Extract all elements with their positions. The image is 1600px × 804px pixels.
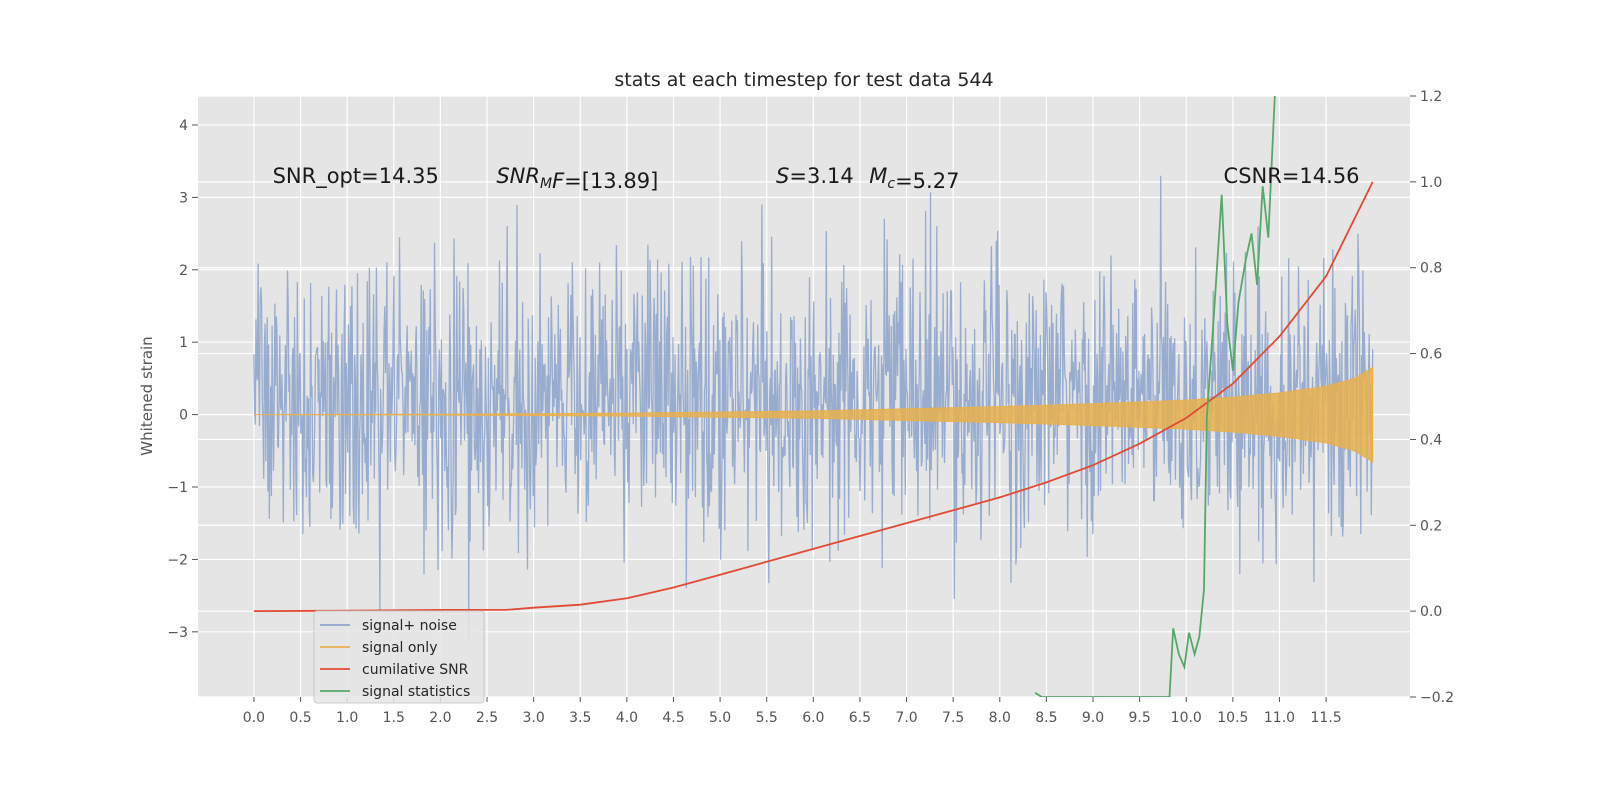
y2-tick-label: 1.2 — [1420, 89, 1442, 105]
y-tick-label: 2 — [179, 263, 188, 279]
y-tick-label: −1 — [167, 480, 188, 496]
y2-tick-label: −0.2 — [1420, 690, 1454, 706]
y2-tick-label: 1.0 — [1420, 175, 1442, 191]
x-tick-label: 8.5 — [1035, 710, 1057, 726]
annotations: SNR_opt=14.35 SNRMF=[13.89] S=3.14 Mc=5.27 C… — [273, 164, 1360, 193]
y-tick-label: 1 — [179, 335, 188, 351]
signal-only-series — [253, 366, 1374, 463]
x-tick-label: 5.0 — [709, 710, 731, 726]
x-tick-label: 5.5 — [756, 710, 778, 726]
annotation-part: M — [869, 164, 887, 188]
x-tick-label: 4.5 — [662, 710, 684, 726]
signal-only-area — [253, 366, 1374, 463]
x-tick-label: 2.5 — [476, 710, 498, 726]
y2-tick-label: 0.8 — [1420, 261, 1442, 277]
y2-tick-label: 0.2 — [1420, 518, 1442, 534]
x-tick-label: 6.5 — [849, 710, 871, 726]
legend-box — [313, 610, 485, 704]
x-tick-label: 6.0 — [802, 710, 824, 726]
x-axis-ticks: 0.0 0.5 1.0 1.5 2.0 2.5 3.0 3.5 4.0 4.5 5.0 5.5 6.0 6… — [243, 697, 1342, 726]
x-tick-label: 3.0 — [522, 710, 544, 726]
annotation-text: SNRMF=[13.89] — [496, 164, 658, 193]
x-tick-label: 10.0 — [1171, 710, 1202, 726]
annotation-text: CSNR=14.56 — [1224, 164, 1360, 188]
x-tick-label: 3.5 — [569, 710, 591, 726]
y-axis-ticks: −3 −2 −1 0 1 2 3 4 — [167, 118, 198, 641]
annotation-part: c — [887, 176, 895, 192]
signal-statistics-series — [1034, 96, 1276, 697]
x-tick-label: 8.0 — [989, 710, 1011, 726]
x-tick-label: 2.0 — [429, 710, 451, 726]
y-tick-label: 0 — [179, 408, 188, 424]
annotation-part: F — [552, 169, 565, 193]
x-tick-label: 9.0 — [1082, 710, 1104, 726]
y-tick-label: 4 — [179, 118, 188, 134]
annotation-part: M — [540, 176, 552, 192]
x-tick-label: 4.0 — [616, 710, 638, 726]
annotation-part: SNR_opt=14.35 — [273, 164, 439, 189]
annotation-text: SNR_opt=14.35 — [273, 164, 439, 189]
cumulative-snr-line — [253, 181, 1374, 612]
legend-label: signal statistics — [362, 684, 470, 700]
annotation-part: =[13.89] — [564, 169, 658, 193]
x-tick-label: 7.0 — [895, 710, 917, 726]
cumulative-snr-series — [253, 181, 1374, 612]
y2-tick-label: 0.6 — [1420, 347, 1442, 363]
x-tick-label: 1.5 — [383, 710, 405, 726]
y-tick-label: −3 — [167, 625, 188, 641]
annotation-part: CSNR=14.56 — [1224, 164, 1360, 188]
legend-label: cumilative SNR — [362, 662, 469, 678]
annotation-text: S=3.14 — [776, 164, 854, 188]
y2-tick-label: 0.4 — [1420, 432, 1442, 448]
y2-tick-label: 0.0 — [1420, 604, 1442, 620]
x-tick-label: 7.5 — [942, 710, 964, 726]
signal-noise-series — [253, 175, 1374, 640]
annotation-text: Mc=5.27 — [869, 164, 959, 193]
signal-statistics-line — [1034, 96, 1276, 697]
x-tick-label: 1.0 — [336, 710, 358, 726]
y2-axis-ticks: −0.2 0.0 0.2 0.4 0.6 0.8 1.0 1.2 — [1410, 89, 1454, 706]
x-tick-label: 11.0 — [1264, 710, 1295, 726]
signal-noise-line — [253, 175, 1374, 640]
y-tick-label: 3 — [179, 190, 188, 206]
annotation-part: S — [776, 164, 789, 188]
annotation-part: SNR — [496, 164, 540, 188]
x-tick-label: 11.5 — [1311, 710, 1342, 726]
x-tick-label: 9.5 — [1128, 710, 1150, 726]
y-axis-label: Whitened strain — [138, 336, 156, 455]
x-tick-label: 10.5 — [1217, 710, 1248, 726]
y-tick-label: −2 — [167, 552, 188, 568]
annotation-part: =5.27 — [895, 169, 959, 193]
chart-title: stats at each timestep for test data 544 — [614, 69, 993, 91]
annotation-part: =3.14 — [789, 164, 853, 188]
x-tick-label: 0.0 — [243, 710, 265, 726]
legend-label: signal only — [362, 640, 437, 656]
legend: signal+ noise signal only cumilative SNR si… — [313, 610, 485, 704]
legend-label: signal+ noise — [362, 618, 457, 634]
x-tick-label: 0.5 — [289, 710, 311, 726]
